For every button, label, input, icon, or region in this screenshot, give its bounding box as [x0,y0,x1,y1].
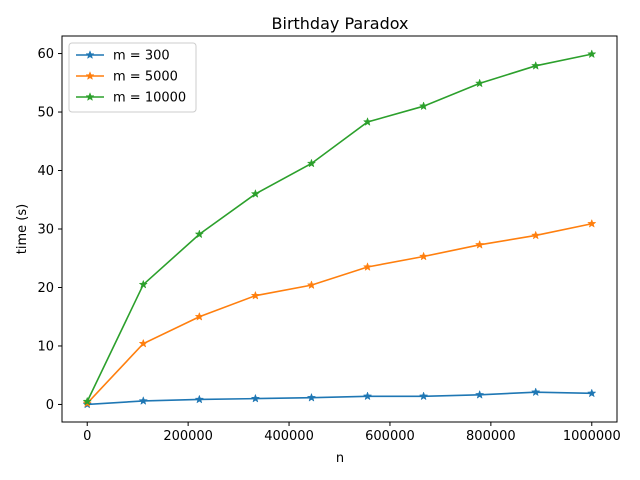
data-point [531,387,541,397]
legend-marker [85,92,95,101]
legend-marker [85,50,95,59]
data-point [194,311,205,321]
data-point [587,49,597,59]
legend-item: m = 5000 [76,70,178,85]
y-tick-label: 50 [37,106,54,121]
series-line [86,222,592,404]
data-point [474,389,485,399]
y-tick-label: 10 [37,339,54,354]
data-point [194,229,205,239]
y-tick-label: 20 [37,281,54,296]
x-tick-label: 1000000 [563,429,621,444]
x-tick-label: 400000 [264,429,314,444]
series-2 [82,49,597,406]
data-point [250,290,261,300]
plot-frame [61,35,618,423]
legend-item: m = 10000 [76,91,186,106]
series-line [86,53,592,402]
data-point [474,78,485,88]
y-axis-label: time (s) [15,204,30,254]
data-point [250,188,261,198]
data-point [306,392,317,402]
legend-label: m = 5000 [113,70,178,85]
series-0 [82,387,597,409]
data-point [362,391,373,401]
data-point [362,117,373,126]
x-tick-label: 600000 [365,429,415,444]
legend-item: m = 300 [76,49,170,64]
data-point [418,251,429,261]
y-tick-label: 0 [46,398,54,413]
data-point [531,230,541,240]
x-tick-label: 800000 [466,429,516,444]
legend: m = 300 m = 5000 m = 10000 [68,42,197,113]
data-point [82,396,92,406]
data-point [474,239,485,249]
x-tick-label: 200000 [163,429,213,444]
data-point [418,391,429,401]
data-point [138,396,148,405]
x-axis-label: n [336,451,344,466]
data-point [194,394,205,404]
data-point [250,393,261,403]
series-1 [82,218,597,408]
data-point [587,388,597,398]
data-point [362,262,373,271]
y-tick-label: 40 [37,164,54,179]
data-point [587,218,597,228]
legend-label: m = 300 [113,49,170,64]
series-line [87,391,592,406]
data-point [531,60,541,70]
y-tick-label: 60 [37,47,54,62]
axes-layer: 0 200000 400000 600000 800000 1000000 0 10 20 30 4… [37,47,620,444]
data-point [138,279,148,289]
legend-marker [85,71,95,80]
data-point [418,101,429,111]
chart-title: Birthday Paradox [272,14,409,33]
y-tick-label: 30 [37,223,54,238]
data-point [306,158,317,168]
legend-box [68,42,197,113]
data-point [306,280,317,290]
x-tick-label: 0 [83,429,91,444]
data-point [138,338,148,348]
legend-label: m = 10000 [113,91,186,106]
series-layer [82,49,597,409]
